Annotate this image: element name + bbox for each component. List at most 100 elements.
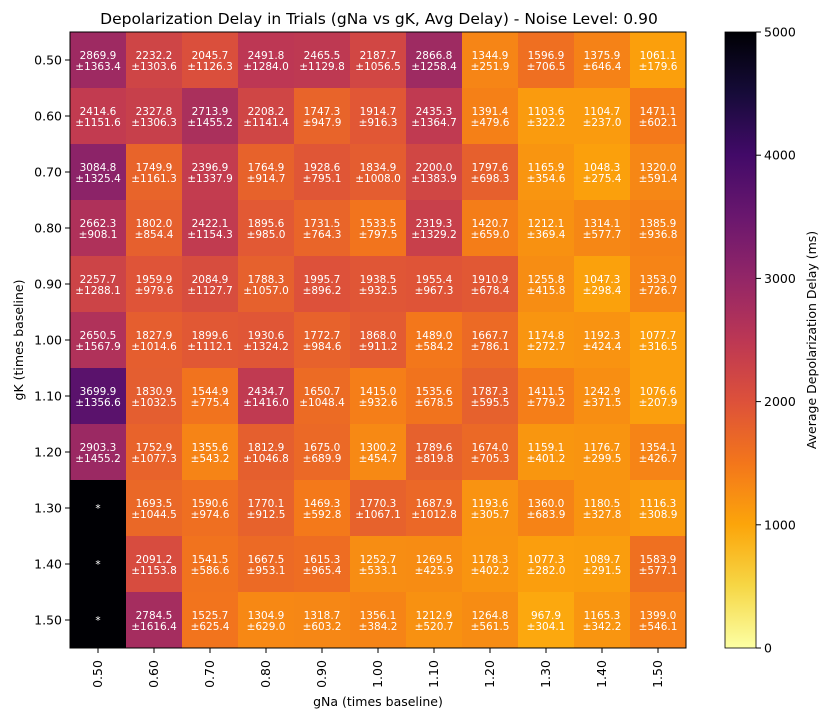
heatmap-cell [518,144,575,201]
cell-value-label: 1827.9 [136,330,173,342]
heatmap-cell [406,592,463,649]
y-tick-label: 1.40 [34,557,62,572]
heatmap-cell [70,32,127,89]
cell-value-label: 1596.9 [528,50,565,62]
cell-value-label: 1930.6 [248,330,285,342]
cell-error-label: ±454.7 [359,453,398,465]
heatmap-cell [630,88,687,145]
heatmap-cell [350,256,407,313]
cell-error-label: ±401.2 [527,453,566,465]
heatmap-cell [126,592,183,649]
cell-value-label: 1192.3 [584,330,621,342]
colorbar-ticks: 0 1000 2000 3000 4000 5000 [756,25,796,656]
cell-value-label: 1300.2 [360,442,397,454]
heatmap-cell [574,144,631,201]
heatmap-cell [182,200,239,257]
heatmap-cell [126,536,183,593]
heatmap-cell [238,32,295,89]
cell-value-label: 1089.7 [584,554,621,566]
cell-value-label: 1411.5 [528,386,565,398]
cell-error-label: ±1288.1 [75,285,121,297]
cell-error-label: ±979.6 [135,285,174,297]
cell-value-label: 1834.9 [360,162,397,174]
cell-value-label: 1077.7 [640,330,677,342]
cell-value-label: 1420.7 [472,218,509,230]
heatmap-cell [406,32,463,89]
cell-error-label: ±602.1 [639,117,678,129]
cell-error-label: ±1258.4 [411,61,457,73]
cell-value-label: 1731.5 [304,218,341,230]
colorbar-tick-label: 3000 [764,271,796,286]
cell-value-label: 2435.3 [416,106,453,118]
heatmap-cell [574,424,631,481]
cell-error-label: ±415.8 [527,285,566,297]
y-tick-label: 0.90 [34,277,62,292]
cell-error-label: ±953.1 [247,565,286,577]
cell-error-label: ±1383.9 [411,173,457,185]
cell-value-label: 2396.9 [192,162,229,174]
cell-value-label: 1770.1 [248,498,285,510]
colorbar-tick-label: 1000 [764,517,796,532]
heatmap-cell [126,256,183,313]
cell-value-label: 1344.9 [472,50,509,62]
cell-error-label: ±275.4 [583,173,622,185]
cell-value-label: 2869.9 [80,50,117,62]
heatmap-cell [182,424,239,481]
cell-value-label: 1995.7 [304,274,341,286]
cell-value-label: 2208.2 [248,106,285,118]
cell-value-label: 1667.5 [248,554,285,566]
heatmap-cell [70,200,127,257]
cell-value-label: 1076.6 [640,386,677,398]
cell-value-label: 1693.5 [136,498,173,510]
cell-value-label: 1687.9 [416,498,453,510]
cell-value-label: 1356.1 [360,610,397,622]
cell-value-label: 2465.5 [304,50,341,62]
cell-error-label: ±237.0 [583,117,622,129]
cell-value-label: 967.9 [531,610,561,622]
cell-error-label: ±322.2 [527,117,566,129]
cell-value-label: 2200.0 [416,162,453,174]
heatmap-cell [350,480,407,537]
x-axis-label: gNa (times baseline) [313,694,443,709]
cell-error-label: ±591.4 [639,173,678,185]
cell-error-label: ±1363.4 [75,61,121,73]
heatmap-cell [406,424,463,481]
cell-value-label: 2713.9 [192,106,229,118]
cell-missing-label: * [95,559,100,571]
cell-error-label: ±911.2 [359,341,398,353]
chart-title: Depolarization Delay in Trials (gNa vs g… [100,10,658,28]
cell-error-label: ±974.6 [191,509,230,521]
heatmap-cell [518,368,575,425]
cell-error-label: ±932.6 [359,397,398,409]
cell-value-label: 2187.7 [360,50,397,62]
y-tick-label: 1.50 [34,613,62,628]
cell-value-label: 3699.9 [80,386,117,398]
cell-value-label: 1242.9 [584,386,621,398]
cell-error-label: ±425.9 [415,565,454,577]
cell-value-label: 1255.8 [528,274,565,286]
y-tick-label: 1.30 [34,501,62,516]
cell-error-label: ±1046.8 [243,453,289,465]
cell-error-label: ±629.0 [247,621,286,633]
cell-value-label: 1910.9 [472,274,509,286]
cell-value-label: 1868.0 [360,330,397,342]
heatmap-cell [630,536,687,593]
heatmap-cell [406,368,463,425]
heatmap-cell [126,200,183,257]
heatmap-cell [574,592,631,649]
heatmap-cell [462,200,519,257]
heatmap-cell [182,312,239,369]
cell-value-label: 1375.9 [584,50,621,62]
cell-error-label: ±371.5 [583,397,622,409]
cell-error-label: ±577.1 [639,565,678,577]
cell-error-label: ±424.4 [583,341,622,353]
cell-value-label: 1787.3 [472,386,509,398]
cell-error-label: ±797.5 [359,229,398,241]
heatmap-cell [182,536,239,593]
heatmap-cell [182,368,239,425]
cell-value-label: 1178.3 [472,554,509,566]
cell-error-label: ±272.7 [527,341,566,353]
cell-value-label: 1675.0 [304,442,341,454]
cell-value-label: 1747.3 [304,106,341,118]
cell-error-label: ±775.4 [191,397,230,409]
